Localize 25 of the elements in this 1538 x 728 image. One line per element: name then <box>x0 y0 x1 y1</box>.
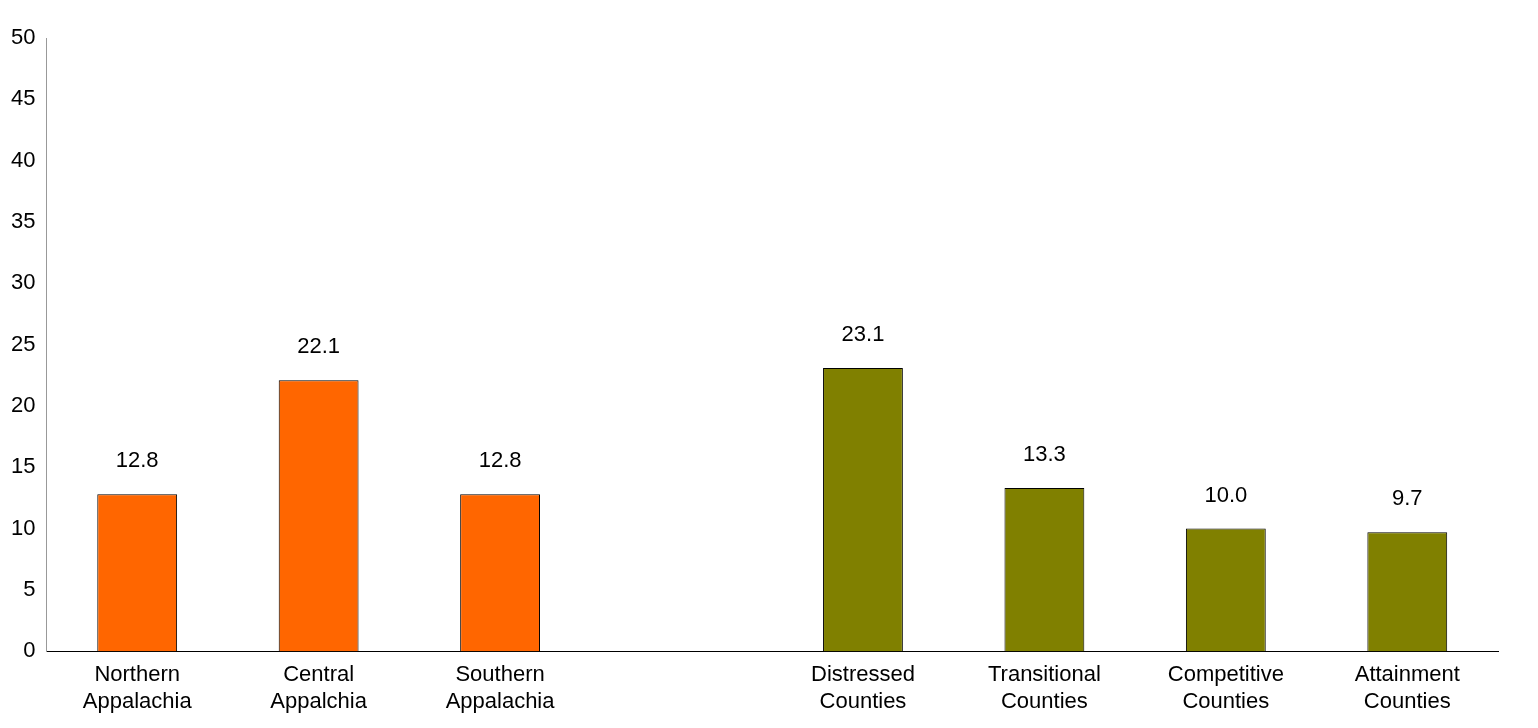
y-tick-label: 0 <box>23 637 36 663</box>
y-tick-label: 25 <box>10 330 36 356</box>
x-tick-label: Southern Appalachia <box>445 661 556 713</box>
y-tick-label: 5 <box>23 575 36 601</box>
data-label: 13.3 <box>1022 441 1066 467</box>
y-tick-label: 30 <box>10 269 36 295</box>
data-label: 23.1 <box>841 320 885 346</box>
x-tick-label: Attainment Counties <box>1354 661 1460 713</box>
y-tick-label: 20 <box>10 391 36 417</box>
data-label: 9.7 <box>1391 485 1423 511</box>
x-tick-label: Distressed Counties <box>810 661 915 713</box>
y-tick-label: 40 <box>10 146 36 172</box>
data-label: 22.1 <box>297 333 341 359</box>
y-tick-label: 50 <box>10 24 36 50</box>
y-tick-label: 10 <box>10 514 36 540</box>
data-label: 12.8 <box>478 447 522 473</box>
x-tick-label: Central Appalchia <box>270 661 368 713</box>
y-tick-label: 35 <box>10 208 36 234</box>
x-tick-label: Northern Appalachia <box>82 661 193 713</box>
y-tick-label: 45 <box>10 85 36 111</box>
x-tick-label: Competitive Counties <box>1167 661 1284 713</box>
x-tick-label: Transitional Counties <box>987 661 1101 713</box>
y-tick-label: 15 <box>10 453 36 479</box>
data-label: 10.0 <box>1204 481 1248 507</box>
data-label: 12.8 <box>115 447 159 473</box>
